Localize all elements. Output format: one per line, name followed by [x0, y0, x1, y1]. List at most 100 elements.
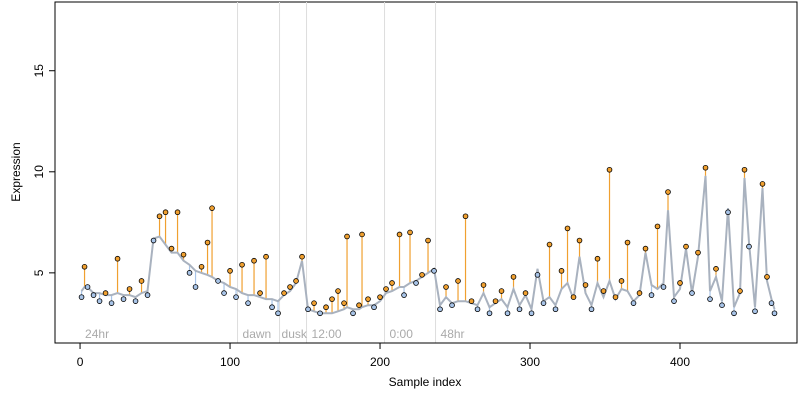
point: [677, 280, 683, 286]
point: [564, 225, 571, 232]
x-tick-label: 400: [670, 355, 690, 369]
point: [771, 310, 778, 317]
point: [233, 294, 239, 300]
point: [486, 310, 493, 317]
point: [78, 294, 85, 300]
point: [221, 290, 227, 296]
point: [144, 292, 151, 298]
point: [204, 239, 211, 246]
point: [269, 304, 275, 311]
point: [383, 286, 389, 292]
point: [407, 229, 413, 236]
point: [431, 268, 437, 274]
point: [630, 300, 637, 306]
point: [251, 257, 257, 264]
point: [120, 296, 127, 302]
point: [746, 243, 752, 250]
point: [522, 290, 529, 296]
y-axis-label: Expression: [9, 142, 23, 201]
point: [90, 292, 97, 298]
point: [281, 290, 287, 296]
point: [209, 205, 215, 211]
point: [186, 270, 193, 276]
point: [449, 302, 455, 309]
point: [156, 213, 163, 220]
point: [462, 213, 469, 220]
point: [227, 268, 233, 274]
point: [215, 278, 221, 284]
point: [359, 231, 365, 238]
point: [719, 302, 725, 309]
point: [365, 296, 371, 302]
point: [168, 245, 175, 252]
point: [660, 284, 667, 290]
point: [624, 239, 631, 246]
point: [702, 164, 709, 171]
point: [516, 306, 523, 313]
point: [731, 310, 737, 317]
point: [317, 310, 323, 317]
plot-box: [54, 1, 798, 344]
point: [180, 251, 187, 258]
point: [257, 290, 263, 296]
point: [558, 268, 565, 274]
point: [245, 300, 251, 306]
point: [707, 296, 713, 302]
point: [725, 209, 731, 216]
point: [713, 266, 719, 272]
point: [138, 278, 145, 284]
point: [654, 223, 661, 230]
point: [552, 306, 559, 313]
point: [239, 261, 245, 268]
fit-line: [80, 175, 776, 315]
point: [752, 308, 758, 315]
point: [498, 288, 505, 294]
point: [108, 300, 115, 306]
point: [594, 255, 601, 262]
point: [510, 274, 517, 280]
point: [344, 233, 350, 240]
point: [350, 310, 356, 317]
point: [683, 243, 689, 250]
point: [612, 294, 619, 300]
point: [413, 280, 419, 286]
point: [102, 290, 109, 296]
point: [600, 288, 607, 294]
point: [287, 284, 293, 290]
point: [689, 290, 695, 296]
phase-label: 0:00: [390, 327, 414, 341]
point: [81, 263, 88, 270]
point: [695, 249, 701, 256]
point: [759, 181, 766, 187]
x-axis-label: Sample index: [389, 375, 462, 389]
point: [341, 300, 347, 306]
point: [468, 298, 475, 304]
x-tick-label: 300: [520, 355, 540, 369]
point: [540, 300, 547, 306]
point: [606, 166, 613, 173]
point: [528, 310, 535, 317]
point: [492, 298, 499, 304]
x-tick-label: 100: [220, 355, 240, 369]
point: [192, 284, 199, 290]
point: [126, 286, 133, 292]
y-tick-label: 5: [32, 269, 46, 276]
point: [443, 284, 449, 290]
point: [174, 209, 181, 216]
point: [425, 237, 431, 244]
point: [114, 255, 121, 262]
point: [741, 166, 748, 173]
point: [671, 298, 677, 304]
point: [401, 292, 407, 298]
point: [764, 274, 770, 280]
point: [371, 304, 377, 311]
phase-label: dawn: [243, 327, 272, 341]
point: [419, 272, 425, 278]
point: [534, 272, 541, 278]
point: [576, 237, 583, 244]
point: [311, 300, 317, 306]
point: [437, 306, 443, 313]
point: [737, 288, 743, 294]
point: [665, 189, 671, 195]
